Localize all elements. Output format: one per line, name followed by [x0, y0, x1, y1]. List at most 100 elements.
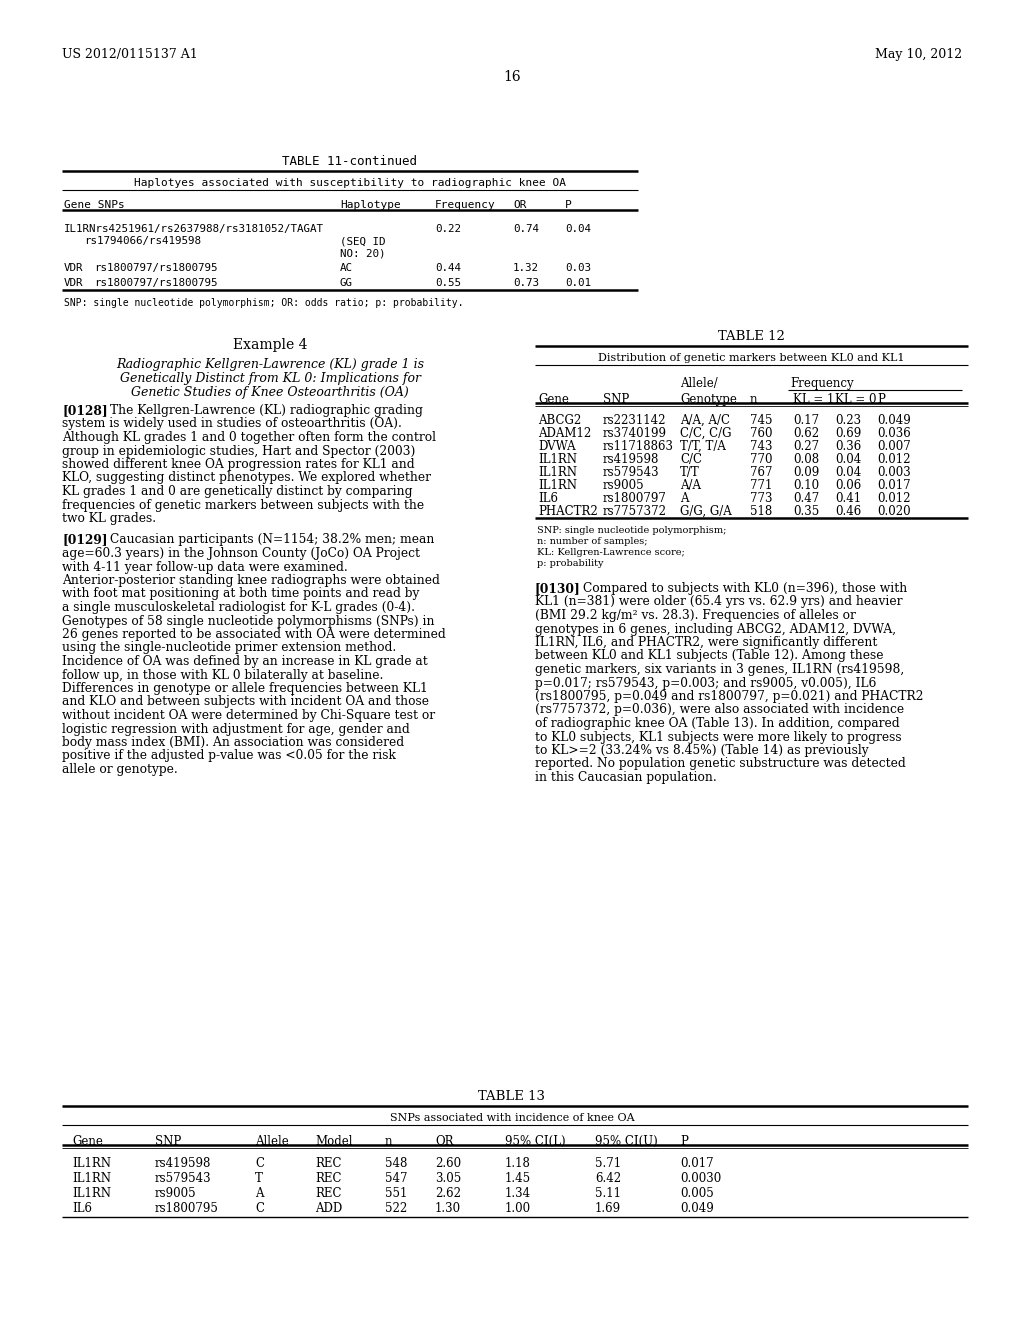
Text: 0.020: 0.020 — [877, 506, 910, 517]
Text: Differences in genotype or allele frequencies between KL1: Differences in genotype or allele freque… — [62, 682, 428, 696]
Text: 6.42: 6.42 — [595, 1172, 622, 1185]
Text: of radiographic knee OA (Table 13). In addition, compared: of radiographic knee OA (Table 13). In a… — [535, 717, 900, 730]
Text: ABCG2: ABCG2 — [538, 414, 582, 426]
Text: logistic regression with adjustment for age, gender and: logistic regression with adjustment for … — [62, 722, 410, 735]
Text: 95% CI(L): 95% CI(L) — [505, 1135, 565, 1148]
Text: P: P — [877, 393, 885, 407]
Text: T/T, T/A: T/T, T/A — [680, 440, 726, 453]
Text: 3.05: 3.05 — [435, 1172, 461, 1185]
Text: 0.04: 0.04 — [835, 466, 861, 479]
Text: 0.049: 0.049 — [877, 414, 910, 426]
Text: [0128]: [0128] — [62, 404, 108, 417]
Text: 0.01: 0.01 — [565, 279, 591, 288]
Text: OR: OR — [513, 201, 526, 210]
Text: Haplotyes associated with susceptibility to radiographic knee OA: Haplotyes associated with susceptibility… — [134, 178, 566, 187]
Text: 5.71: 5.71 — [595, 1158, 622, 1170]
Text: REC: REC — [315, 1158, 341, 1170]
Text: Incidence of OA was defined by an increase in KL grade at: Incidence of OA was defined by an increa… — [62, 655, 428, 668]
Text: IL1RNrs4251961/rs2637988/rs3181052/TAGAT: IL1RNrs4251961/rs2637988/rs3181052/TAGAT — [63, 224, 324, 234]
Text: genetic markers, six variants in 3 genes, IL1RN (rs419598,: genetic markers, six variants in 3 genes… — [535, 663, 904, 676]
Text: 0.012: 0.012 — [877, 492, 910, 506]
Text: REC: REC — [315, 1187, 341, 1200]
Text: VDR: VDR — [63, 279, 84, 288]
Text: showed different knee OA progression rates for KL1 and: showed different knee OA progression rat… — [62, 458, 415, 471]
Text: n: n — [385, 1135, 392, 1148]
Text: TABLE 13: TABLE 13 — [478, 1090, 546, 1104]
Text: Distribution of genetic markers between KL0 and KL1: Distribution of genetic markers between … — [598, 352, 905, 363]
Text: rs9005: rs9005 — [155, 1187, 197, 1200]
Text: KL = 1: KL = 1 — [793, 393, 835, 407]
Text: 0.17: 0.17 — [793, 414, 819, 426]
Text: 0.003: 0.003 — [877, 466, 910, 479]
Text: group in epidemiologic studies, Hart and Spector (2003): group in epidemiologic studies, Hart and… — [62, 445, 416, 458]
Text: 0.04: 0.04 — [835, 453, 861, 466]
Text: 547: 547 — [385, 1172, 408, 1185]
Text: Gene: Gene — [72, 1135, 102, 1148]
Text: 0.46: 0.46 — [835, 506, 861, 517]
Text: 0.012: 0.012 — [877, 453, 910, 466]
Text: SNPs associated with incidence of knee OA: SNPs associated with incidence of knee O… — [390, 1113, 634, 1123]
Text: 1.00: 1.00 — [505, 1203, 531, 1214]
Text: IL1RN, IL6, and PHACTR2, were significantly different: IL1RN, IL6, and PHACTR2, were significan… — [535, 636, 878, 649]
Text: Radiographic Kellgren-Lawrence (KL) grade 1 is: Radiographic Kellgren-Lawrence (KL) grad… — [116, 358, 424, 371]
Text: 0.09: 0.09 — [793, 466, 819, 479]
Text: 0.23: 0.23 — [835, 414, 861, 426]
Text: IL1RN: IL1RN — [538, 479, 577, 492]
Text: rs11718863: rs11718863 — [603, 440, 674, 453]
Text: age=60.3 years) in the Johnson County (JoCo) OA Project: age=60.3 years) in the Johnson County (J… — [62, 546, 420, 560]
Text: IL1RN: IL1RN — [538, 453, 577, 466]
Text: The Kellgren-Lawrence (KL) radiographic grading: The Kellgren-Lawrence (KL) radiographic … — [110, 404, 423, 417]
Text: KL: Kellgren-Lawrence score;: KL: Kellgren-Lawrence score; — [537, 548, 685, 557]
Text: 0.73: 0.73 — [513, 279, 539, 288]
Text: 0.017: 0.017 — [877, 479, 910, 492]
Text: 1.45: 1.45 — [505, 1172, 531, 1185]
Text: two KL grades.: two KL grades. — [62, 512, 156, 525]
Text: P: P — [565, 201, 571, 210]
Text: 0.62: 0.62 — [793, 426, 819, 440]
Text: SNP: SNP — [603, 393, 630, 407]
Text: rs7757372: rs7757372 — [603, 506, 667, 517]
Text: rs579543: rs579543 — [603, 466, 659, 479]
Text: Gene SNPs: Gene SNPs — [63, 201, 125, 210]
Text: 0.007: 0.007 — [877, 440, 910, 453]
Text: body mass index (BMI). An association was considered: body mass index (BMI). An association wa… — [62, 737, 404, 748]
Text: 1.30: 1.30 — [435, 1203, 461, 1214]
Text: May 10, 2012: May 10, 2012 — [874, 48, 962, 61]
Text: genotypes in 6 genes, including ABCG2, ADAM12, DVWA,: genotypes in 6 genes, including ABCG2, A… — [535, 623, 896, 635]
Text: TABLE 11-continued: TABLE 11-continued — [283, 154, 418, 168]
Text: OR: OR — [435, 1135, 454, 1148]
Text: VDR: VDR — [63, 263, 84, 273]
Text: rs419598: rs419598 — [155, 1158, 211, 1170]
Text: Model: Model — [315, 1135, 352, 1148]
Text: IL1RN: IL1RN — [72, 1172, 111, 1185]
Text: PHACTR2: PHACTR2 — [538, 506, 598, 517]
Text: 0.036: 0.036 — [877, 426, 910, 440]
Text: allele or genotype.: allele or genotype. — [62, 763, 178, 776]
Text: SNP: single nucleotide polymorphism;: SNP: single nucleotide polymorphism; — [537, 525, 726, 535]
Text: Genotype: Genotype — [680, 393, 737, 407]
Text: 551: 551 — [385, 1187, 408, 1200]
Text: KL1 (n=381) were older (65.4 yrs vs. 62.9 yrs) and heavier: KL1 (n=381) were older (65.4 yrs vs. 62.… — [535, 595, 902, 609]
Text: rs579543: rs579543 — [155, 1172, 212, 1185]
Text: Genetically Distinct from KL 0: Implications for: Genetically Distinct from KL 0: Implicat… — [120, 372, 421, 385]
Text: 0.049: 0.049 — [680, 1203, 714, 1214]
Text: 0.74: 0.74 — [513, 224, 539, 234]
Text: P: P — [680, 1135, 688, 1148]
Text: 743: 743 — [750, 440, 772, 453]
Text: A/A: A/A — [680, 479, 701, 492]
Text: IL1RN: IL1RN — [538, 466, 577, 479]
Text: 0.03: 0.03 — [565, 263, 591, 273]
Text: KLO, suggesting distinct phenotypes. We explored whether: KLO, suggesting distinct phenotypes. We … — [62, 471, 431, 484]
Text: frequencies of genetic markers between subjects with the: frequencies of genetic markers between s… — [62, 499, 424, 511]
Text: IL6: IL6 — [538, 492, 558, 506]
Text: 0.55: 0.55 — [435, 279, 461, 288]
Text: C: C — [255, 1158, 264, 1170]
Text: in this Caucasian population.: in this Caucasian population. — [535, 771, 717, 784]
Text: C: C — [255, 1203, 264, 1214]
Text: G/G, G/A: G/G, G/A — [680, 506, 732, 517]
Text: A/A, A/C: A/A, A/C — [680, 414, 730, 426]
Text: C/C: C/C — [680, 453, 702, 466]
Text: 0.10: 0.10 — [793, 479, 819, 492]
Text: 0.22: 0.22 — [435, 224, 461, 234]
Text: with foot mat positioning at both time points and read by: with foot mat positioning at both time p… — [62, 587, 420, 601]
